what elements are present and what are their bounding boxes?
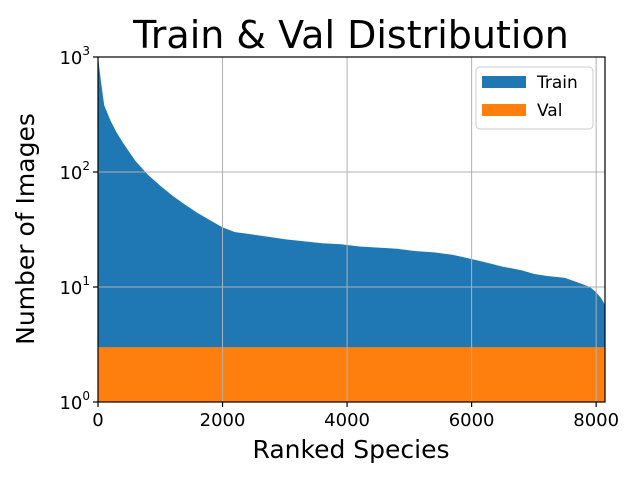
x-tick-label: 2000	[200, 410, 246, 431]
x-tick-label: 0	[92, 410, 103, 431]
series-area-train	[98, 57, 605, 402]
x-axis-label: Ranked Species	[253, 435, 450, 464]
y-tick-label: 102	[59, 159, 90, 184]
legend-label-val: Val	[537, 101, 562, 121]
chart-title: Train & Val Distribution	[132, 13, 569, 57]
legend-swatch-train	[482, 76, 526, 88]
y-axis: 100 101 102 103	[59, 44, 98, 414]
plot-area	[98, 57, 605, 402]
legend-label-train: Train	[536, 73, 578, 93]
y-tick-label: 101	[59, 274, 90, 299]
legend: Train Val	[475, 66, 594, 130]
x-tick-label: 4000	[324, 410, 370, 431]
y-tick-label: 103	[59, 44, 90, 69]
y-axis-label: Number of Images	[11, 113, 40, 345]
x-tick-label: 6000	[449, 410, 495, 431]
y-tick-label: 100	[59, 389, 90, 414]
series-area-val	[98, 347, 605, 402]
plot-frame	[97, 56, 606, 403]
x-tick-label: 8000	[573, 410, 619, 431]
legend-swatch-val	[482, 104, 526, 116]
x-axis: 0 2000 4000 6000 8000	[92, 402, 619, 431]
